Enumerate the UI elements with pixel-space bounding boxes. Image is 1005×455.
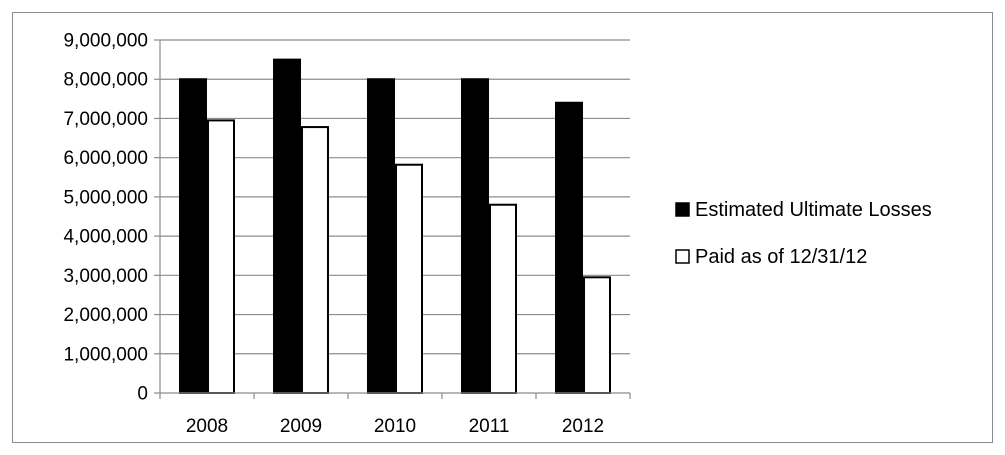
bars (179, 58, 611, 395)
legend-label-estimated-ultimate-losses: Estimated Ultimate Losses (695, 199, 932, 221)
bar-estimated-ultimate-losses-2010 (367, 78, 395, 394)
y-axis-tick-label: 8,000,000 (63, 70, 148, 91)
x-axis-tick-label: 2009 (280, 416, 322, 437)
legend-label-paid-as-of: Paid as of 12/31/12 (695, 246, 867, 268)
bar-paid-as-of-2011 (489, 203, 517, 394)
y-axis-tick-label: 9,000,000 (63, 31, 148, 52)
y-axis-tick-label: 5,000,000 (63, 187, 148, 208)
y-axis-tick-label: 7,000,000 (63, 109, 148, 130)
bar-paid-as-of-2012 (583, 276, 611, 394)
bar-paid-as-of-2008 (207, 119, 235, 395)
legend: Estimated Ultimate Losses Paid as of 12/… (675, 199, 932, 268)
bar-estimated-ultimate-losses-2009 (273, 58, 301, 394)
y-axis-tick-label: 2,000,000 (63, 305, 148, 326)
y-axis-tick-label: 3,000,000 (63, 266, 148, 287)
y-axis-tick-labels: 0 1,000,000 2,000,000 3,000,000 4,000,000 5,0… (63, 31, 148, 405)
bar-estimated-ultimate-losses-2012 (555, 101, 583, 394)
y-axis-tick-label: 6,000,000 (63, 148, 148, 169)
x-axis-tick-label: 2011 (469, 416, 510, 437)
legend-swatch-estimated-ultimate-losses (675, 202, 690, 217)
y-axis-tick-label: 1,000,000 (63, 344, 148, 365)
x-axis-tick-label: 2010 (374, 416, 416, 437)
y-axis-tick-label: 4,000,000 (63, 227, 148, 248)
bar-estimated-ultimate-losses-2008 (179, 78, 207, 394)
x-axis-tick-labels: 2008 2009 2010 2011 2012 (186, 416, 604, 437)
x-axis-tick-label: 2012 (562, 416, 604, 437)
legend-swatch-paid-as-of (675, 249, 690, 264)
bar-paid-as-of-2009 (301, 126, 329, 394)
bar-paid-as-of-2010 (395, 163, 423, 394)
y-axis-tick-label: 0 (137, 384, 148, 405)
bar-estimated-ultimate-losses-2011 (461, 78, 489, 394)
x-axis-tick-label: 2008 (186, 416, 228, 437)
axes (154, 39, 631, 399)
